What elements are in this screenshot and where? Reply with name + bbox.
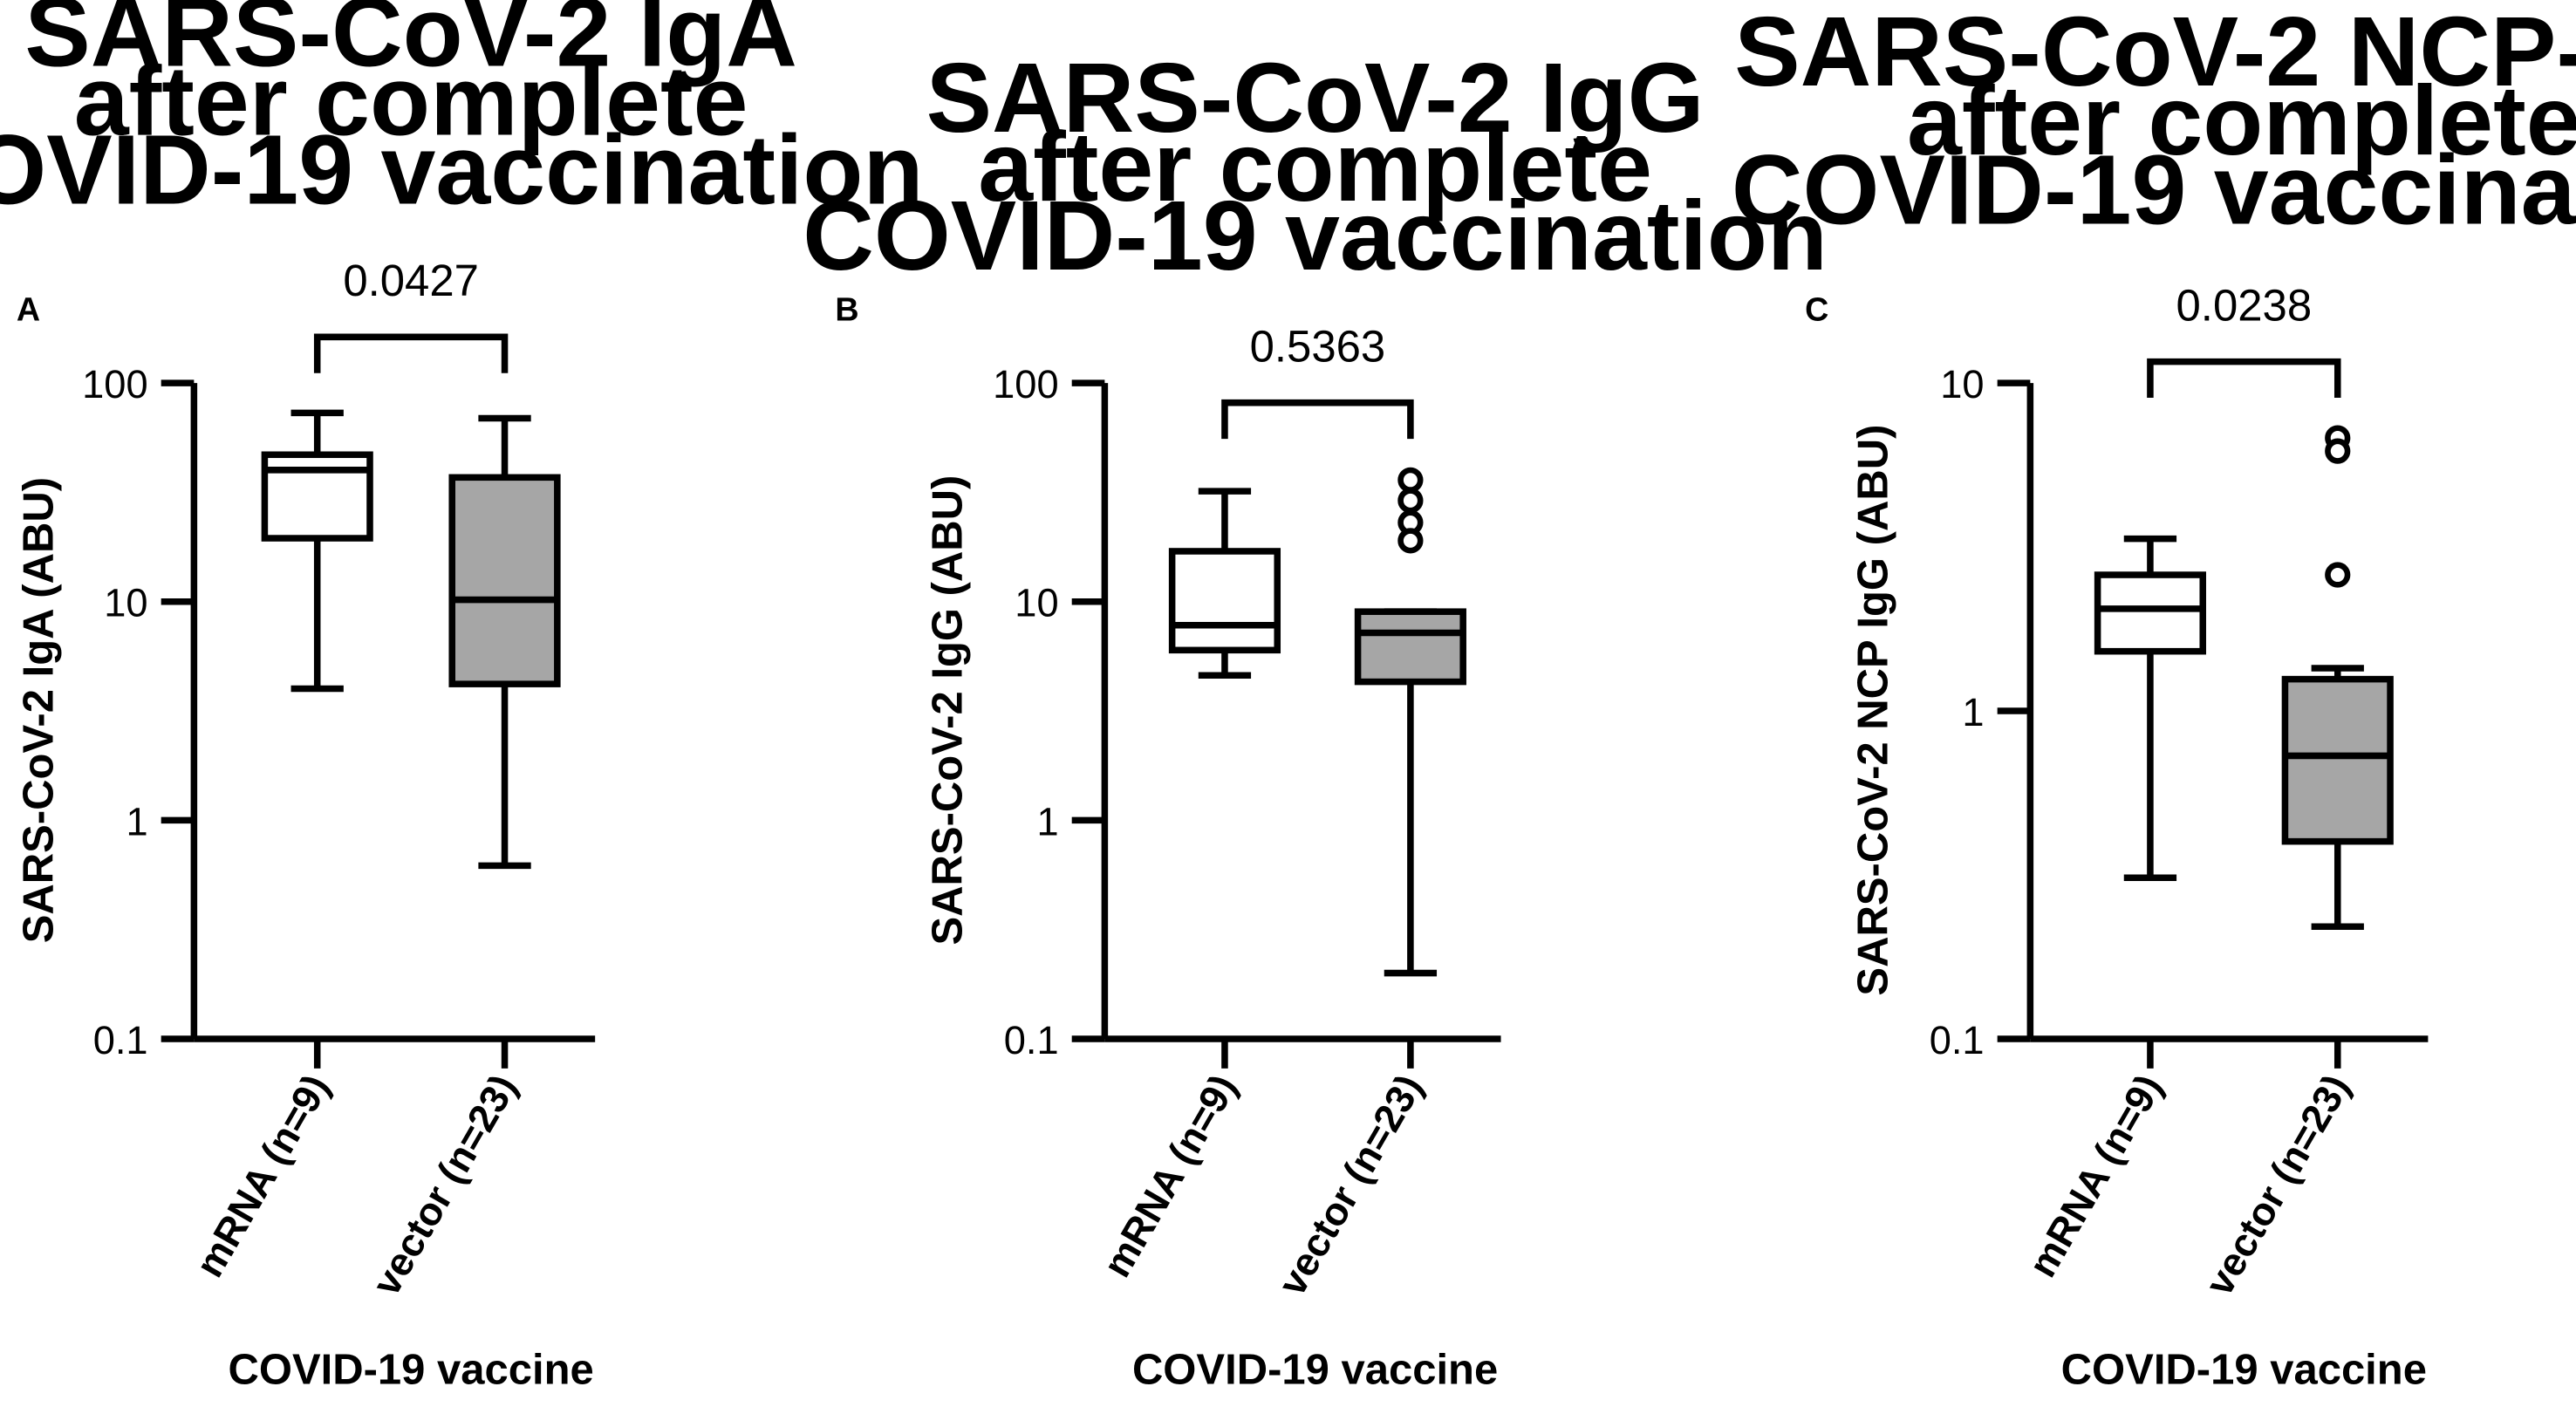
x-category-label: mRNA (n=9) bbox=[187, 1067, 338, 1284]
outlier-point bbox=[1397, 528, 1424, 554]
x-category-label: vector (n=23) bbox=[364, 1067, 526, 1302]
chart-title-line: SARS-CoV-2 NCP-IgG bbox=[1734, 0, 2576, 106]
iqr-box bbox=[2094, 571, 2206, 655]
x-category-label: vector (n=23) bbox=[2197, 1067, 2359, 1302]
iqr-box bbox=[448, 474, 561, 687]
p-value-label: 0.5363 bbox=[1250, 322, 1386, 372]
y-tick-label: 1 bbox=[1962, 690, 1984, 734]
y-tick-label: 0.1 bbox=[93, 1018, 148, 1062]
panel-letter: C bbox=[1805, 290, 1828, 327]
iqr-box bbox=[1168, 548, 1281, 654]
y-tick-label: 10 bbox=[1940, 362, 1984, 406]
box-1 bbox=[1354, 467, 1466, 977]
box-0 bbox=[2094, 535, 2206, 882]
panel-letter: A bbox=[17, 290, 40, 327]
chart-title-line: after complete bbox=[978, 112, 1652, 222]
outlier-point bbox=[2325, 438, 2351, 464]
iqr-box bbox=[2281, 675, 2394, 845]
y-tick-label: 1 bbox=[1036, 799, 1058, 844]
box-0 bbox=[1168, 488, 1281, 680]
chart-title-line: COVID-19 vaccination bbox=[1732, 134, 2576, 244]
y-tick-label: 100 bbox=[993, 362, 1058, 406]
outlier-point bbox=[1397, 488, 1424, 514]
y-tick-label: 100 bbox=[82, 362, 147, 406]
y-tick-label: 10 bbox=[1015, 581, 1058, 625]
outlier-point bbox=[2325, 562, 2351, 588]
box-1 bbox=[448, 414, 561, 870]
x-axis-label: COVID-19 vaccine bbox=[228, 1347, 593, 1394]
y-tick-label: 10 bbox=[104, 581, 147, 625]
chart-title-line: after complete bbox=[74, 46, 748, 156]
x-category-label: vector (n=23) bbox=[1269, 1067, 1431, 1302]
chart-title-line: SARS-CoV-2 IgA bbox=[24, 0, 797, 86]
box-0 bbox=[261, 409, 373, 693]
y-tick-label: 0.1 bbox=[1004, 1018, 1059, 1062]
panel-letter: B bbox=[835, 290, 858, 327]
significance-bracket bbox=[2147, 358, 2341, 399]
significance-bracket bbox=[313, 333, 509, 373]
y-axis-label: SARS-CoV-2 NCP IgG (ABU) bbox=[1849, 425, 1896, 996]
significance-bracket bbox=[1221, 399, 1414, 440]
y-tick-label: 0.1 bbox=[1930, 1018, 1985, 1062]
chart-title-line: after complete bbox=[1907, 65, 2576, 175]
p-value-label: 0.0238 bbox=[2176, 280, 2313, 330]
outlier-point bbox=[1397, 467, 1424, 493]
chart-title-line: SARS-CoV-2 IgG bbox=[926, 43, 1705, 153]
x-axis-label: COVID-19 vaccine bbox=[2061, 1347, 2427, 1394]
iqr-box bbox=[1354, 608, 1466, 686]
chart-title-line: COVID-19 vaccination bbox=[0, 115, 924, 225]
x-category-label: mRNA (n=9) bbox=[2019, 1067, 2170, 1284]
box-1 bbox=[2281, 425, 2394, 931]
y-tick-label: 1 bbox=[126, 799, 147, 844]
y-axis-label: SARS-CoV-2 IgA (ABU) bbox=[15, 477, 62, 943]
y-axis-label: SARS-CoV-2 IgG (ABU) bbox=[924, 475, 971, 946]
chart-title-line: COVID-19 vaccination bbox=[803, 181, 1828, 290]
x-category-label: mRNA (n=9) bbox=[1094, 1067, 1245, 1284]
x-axis-label: COVID-19 vaccine bbox=[1132, 1347, 1498, 1394]
p-value-label: 0.0427 bbox=[343, 256, 479, 305]
